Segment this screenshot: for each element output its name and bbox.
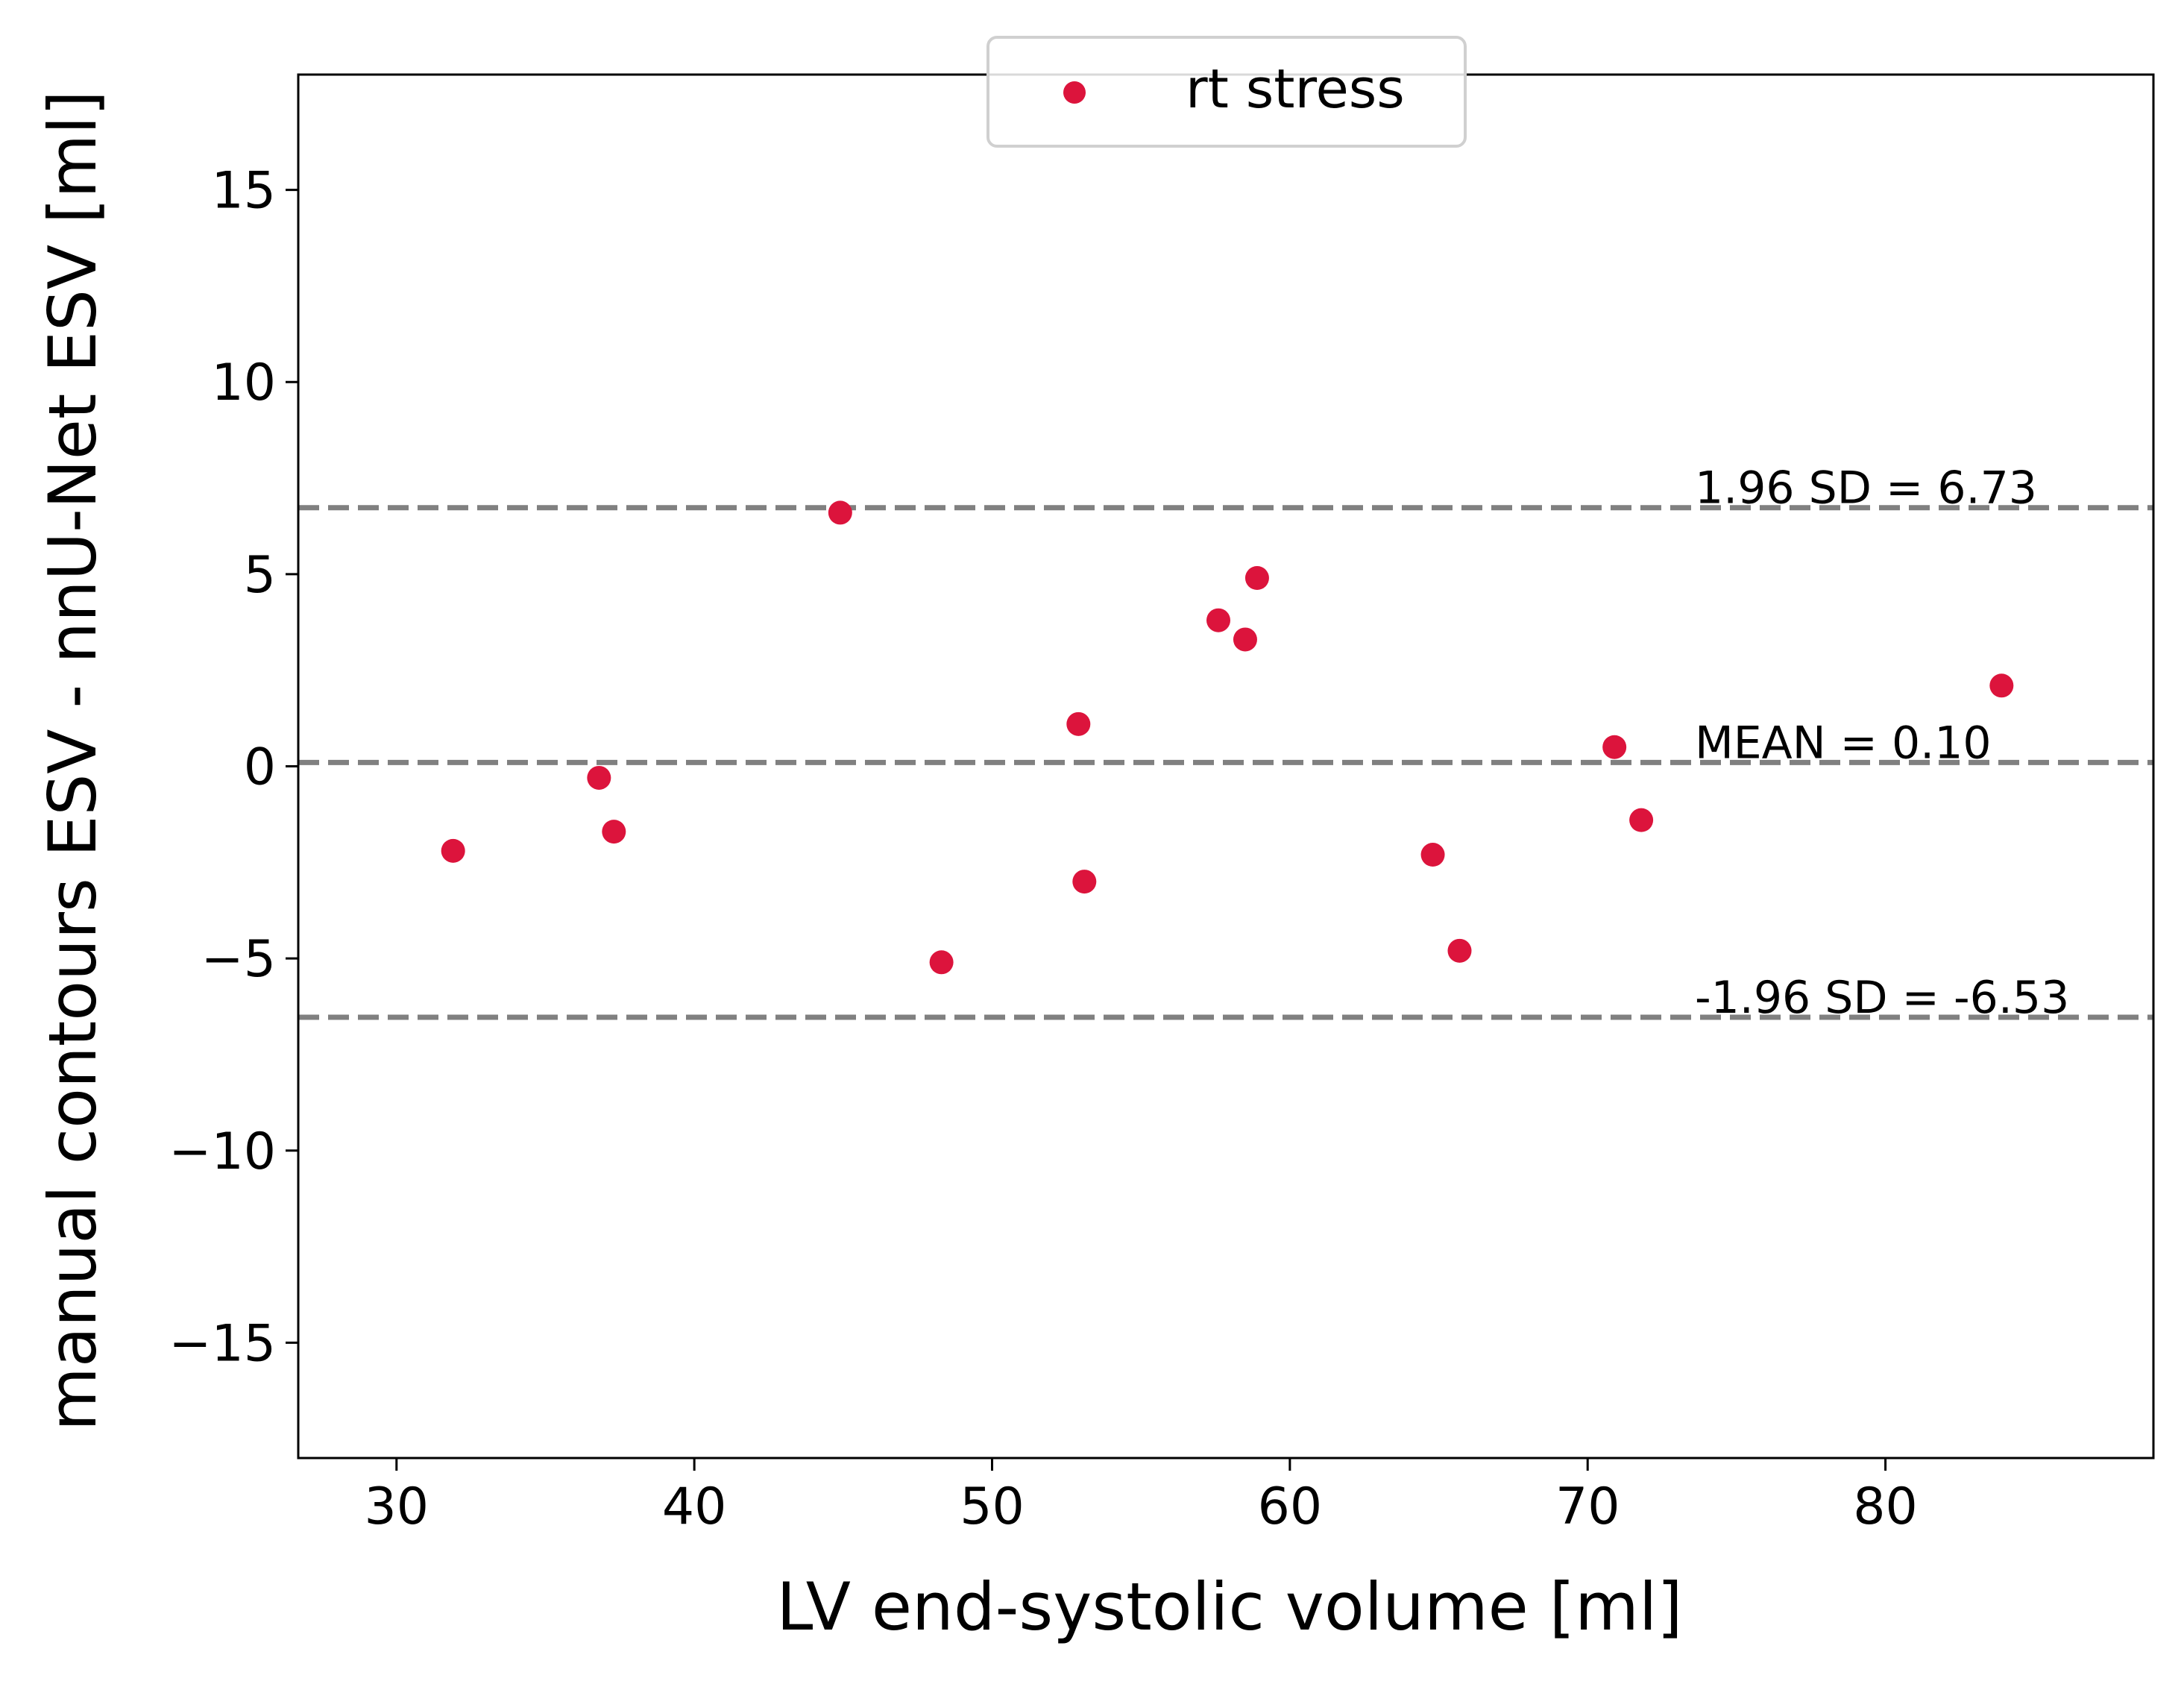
data-point bbox=[929, 950, 954, 975]
data-point bbox=[1989, 673, 2014, 698]
x-tick-label: 50 bbox=[960, 1477, 1025, 1536]
data-point bbox=[602, 820, 626, 844]
legend-label: rt stress bbox=[1186, 57, 1405, 120]
x-tick-label: 30 bbox=[365, 1477, 429, 1536]
data-point bbox=[1072, 870, 1097, 894]
x-tick-label: 40 bbox=[662, 1477, 727, 1536]
x-tick-label: 80 bbox=[1853, 1477, 1918, 1536]
data-point bbox=[1420, 843, 1445, 867]
y-tick-label: 15 bbox=[211, 162, 276, 221]
y-tick-label: −5 bbox=[201, 930, 276, 989]
data-point bbox=[1066, 711, 1091, 736]
y-axis-ticks: 15 10 5 0 −5 −10 −15 bbox=[169, 162, 298, 1373]
x-axis-label: LV end-systolic volume [ml] bbox=[776, 1568, 1682, 1645]
reference-line-label: -1.96 SD = -6.53 bbox=[1695, 972, 2069, 1024]
data-point bbox=[1206, 608, 1231, 632]
data-point bbox=[1233, 627, 1257, 652]
y-axis-label: manual contours ESV - nnU-Net ESV [ml] bbox=[34, 90, 111, 1431]
y-tick-label: 10 bbox=[211, 354, 276, 412]
data-point bbox=[1602, 735, 1627, 759]
x-tick-label: 70 bbox=[1555, 1477, 1620, 1536]
x-axis-ticks: 30 40 50 60 70 80 bbox=[365, 1458, 1918, 1536]
data-points bbox=[441, 500, 2014, 975]
data-point bbox=[828, 500, 852, 525]
data-point bbox=[1447, 938, 1472, 963]
data-point bbox=[1629, 808, 1654, 832]
data-point bbox=[441, 838, 465, 863]
x-tick-label: 60 bbox=[1258, 1477, 1323, 1536]
reference-line-labels: 1.96 SD = 6.73 MEAN = 0.10 -1.96 SD = -6.5… bbox=[1695, 462, 2069, 1024]
data-point bbox=[1244, 566, 1269, 591]
reference-lines bbox=[298, 505, 2153, 1020]
reference-line-label: MEAN = 0.10 bbox=[1695, 717, 1992, 769]
reference-line-label: 1.96 SD = 6.73 bbox=[1695, 462, 2037, 515]
y-tick-label: 0 bbox=[244, 738, 276, 797]
y-tick-label: −10 bbox=[169, 1122, 276, 1181]
legend-box bbox=[986, 36, 1467, 148]
data-point bbox=[587, 765, 611, 790]
legend-marker bbox=[1063, 81, 1086, 104]
legend: rt stress bbox=[986, 36, 1467, 148]
y-tick-label: −15 bbox=[169, 1314, 276, 1373]
y-tick-label: 5 bbox=[244, 546, 276, 605]
